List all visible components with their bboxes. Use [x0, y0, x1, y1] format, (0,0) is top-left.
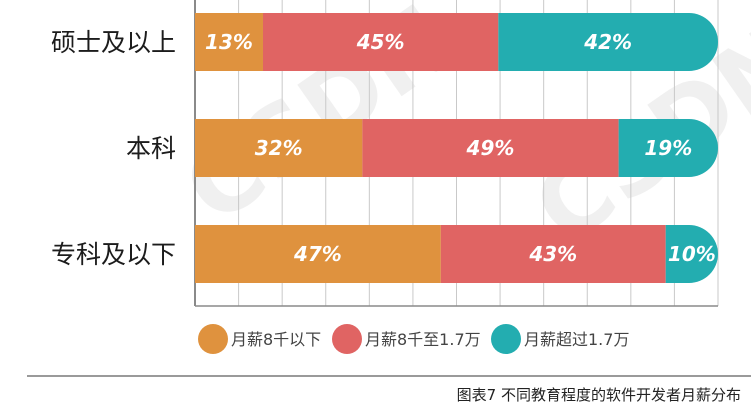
data-label: 42% — [583, 30, 632, 54]
bar-row — [195, 119, 718, 177]
bar-segment — [618, 119, 718, 177]
bars-group: 13% 45% 42% 32% 49% 19% 47% 43% 10% — [195, 13, 718, 283]
legend-item: 月薪8千至1.7万 — [332, 324, 481, 354]
category-label: 专科及以下 — [51, 240, 176, 269]
category-label: 硕士及以上 — [51, 28, 176, 57]
bar-segment — [498, 13, 718, 71]
bar-segment — [665, 225, 718, 283]
data-label: 32% — [255, 136, 303, 160]
data-label: 49% — [466, 136, 515, 160]
bar-segment — [440, 225, 666, 283]
legend-label: 月薪超过1.7万 — [524, 330, 629, 349]
legend-item: 月薪8千以下 — [198, 324, 321, 354]
category-label: 本科 — [126, 134, 176, 163]
data-label: 45% — [356, 30, 405, 54]
data-label: 47% — [293, 242, 342, 266]
legend-swatch — [198, 324, 228, 354]
bar-segment — [195, 119, 363, 177]
bar-segment — [195, 13, 263, 71]
bar-segment — [262, 13, 499, 71]
data-label: 13% — [205, 30, 253, 54]
data-label: 43% — [528, 242, 577, 266]
data-label: 19% — [644, 136, 692, 160]
legend-swatch — [332, 324, 362, 354]
legend: 月薪8千以下 月薪8千至1.7万 月薪超过1.7万 — [198, 324, 629, 354]
bar-segment — [362, 119, 619, 177]
legend-label: 月薪8千至1.7万 — [365, 330, 481, 349]
caption-divider — [27, 375, 751, 377]
bar-segment — [195, 225, 441, 283]
legend-item: 月薪超过1.7万 — [491, 324, 629, 354]
legend-label: 月薪8千以下 — [231, 330, 321, 349]
bar-row — [195, 13, 718, 71]
legend-swatch — [491, 324, 521, 354]
bar-row — [195, 225, 718, 283]
data-label: 10% — [668, 242, 716, 266]
figure-caption: 图表7 不同教育程度的软件开发者月薪分布 — [456, 386, 741, 404]
